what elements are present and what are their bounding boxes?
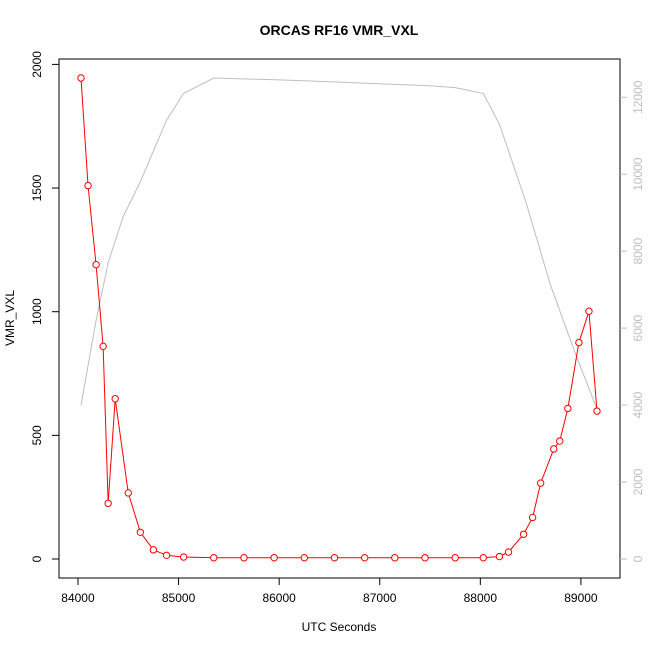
x-axis-label: UTC Seconds bbox=[302, 620, 377, 634]
y2-tick-label: 4000 bbox=[631, 391, 645, 418]
data-point bbox=[550, 445, 558, 453]
data-point bbox=[210, 554, 218, 562]
data-point bbox=[451, 554, 459, 562]
data-point bbox=[124, 489, 132, 497]
y2-tick-label: 10000 bbox=[631, 157, 645, 191]
series-segment bbox=[555, 443, 559, 447]
series-segment bbox=[486, 556, 497, 559]
data-point bbox=[360, 554, 369, 562]
data-point bbox=[84, 181, 92, 190]
series-segment bbox=[541, 451, 554, 481]
series-layer bbox=[77, 74, 601, 562]
series-segment bbox=[141, 534, 152, 548]
x-tick-label: 87000 bbox=[363, 591, 397, 605]
data-point bbox=[421, 554, 429, 562]
series-segment bbox=[186, 556, 211, 559]
series-segment bbox=[87, 188, 97, 262]
data-point bbox=[92, 261, 100, 269]
series-segment bbox=[567, 345, 579, 406]
y-tick-label: 500 bbox=[30, 425, 44, 445]
series-segment bbox=[115, 401, 129, 490]
y-axis-left: 0 500 1000 1500 2000 bbox=[30, 51, 59, 562]
x-tick-label: 84000 bbox=[61, 591, 95, 605]
x-tick-label: 89000 bbox=[564, 591, 598, 605]
plot-frame bbox=[58, 58, 621, 579]
data-point bbox=[240, 554, 248, 562]
y-tick-label: 1500 bbox=[30, 174, 44, 201]
series-segment bbox=[532, 486, 541, 515]
data-point bbox=[585, 307, 593, 315]
y-tick-label: 1000 bbox=[30, 298, 44, 325]
data-point bbox=[495, 552, 504, 561]
y2-tick-label: 6000 bbox=[631, 314, 645, 341]
data-point bbox=[519, 530, 528, 538]
y-tick-label: 2000 bbox=[30, 51, 44, 78]
data-point bbox=[330, 554, 339, 562]
series-segment bbox=[560, 411, 568, 439]
data-point bbox=[391, 554, 399, 562]
y2-tick-label: 12000 bbox=[631, 80, 645, 114]
series-segment bbox=[510, 536, 522, 550]
series-segment bbox=[95, 267, 104, 344]
x-tick-label: 88000 bbox=[464, 591, 498, 605]
x-axis: 84000 85000 86000 87000 88000 89000 bbox=[61, 578, 598, 605]
series-segment bbox=[128, 495, 140, 530]
data-point bbox=[270, 554, 278, 562]
chart-title: ORCAS RF16 VMR_VXL bbox=[260, 22, 419, 38]
x-tick-label: 85000 bbox=[162, 591, 196, 605]
y2-tick-label: 8000 bbox=[631, 237, 645, 264]
data-point bbox=[77, 74, 85, 82]
data-point bbox=[300, 554, 308, 562]
series-segment bbox=[588, 314, 598, 408]
series-segment bbox=[169, 555, 181, 558]
x-tick-label: 86000 bbox=[262, 591, 296, 605]
data-point bbox=[111, 395, 119, 403]
series-segment bbox=[579, 314, 589, 340]
data-point bbox=[575, 338, 583, 347]
data-point bbox=[564, 404, 572, 413]
series-segment bbox=[80, 81, 89, 183]
series-segment bbox=[502, 553, 506, 556]
data-point bbox=[528, 513, 537, 522]
data-point bbox=[504, 548, 513, 556]
y2-tick-label: 2000 bbox=[631, 468, 645, 495]
series-line-right-axis bbox=[80, 77, 598, 410]
data-point bbox=[149, 546, 158, 554]
data-point bbox=[556, 437, 564, 445]
series-segment bbox=[156, 550, 164, 555]
data-point bbox=[479, 554, 488, 562]
data-point bbox=[593, 407, 601, 415]
y-tick-label: 0 bbox=[30, 555, 44, 562]
series-segment bbox=[107, 401, 116, 501]
series-segment bbox=[524, 520, 532, 532]
y2-tick-label: 0 bbox=[631, 555, 645, 562]
data-point bbox=[179, 553, 188, 561]
data-point bbox=[104, 499, 112, 508]
data-point bbox=[136, 528, 145, 536]
series-segment bbox=[102, 349, 109, 501]
data-point bbox=[99, 342, 107, 351]
data-point bbox=[536, 479, 545, 487]
data-point bbox=[162, 551, 171, 559]
y-axis-right: 0 2000 4000 6000 8000 10000 12000 bbox=[620, 80, 645, 562]
y-axis-label: VMR_VXL bbox=[3, 290, 17, 346]
